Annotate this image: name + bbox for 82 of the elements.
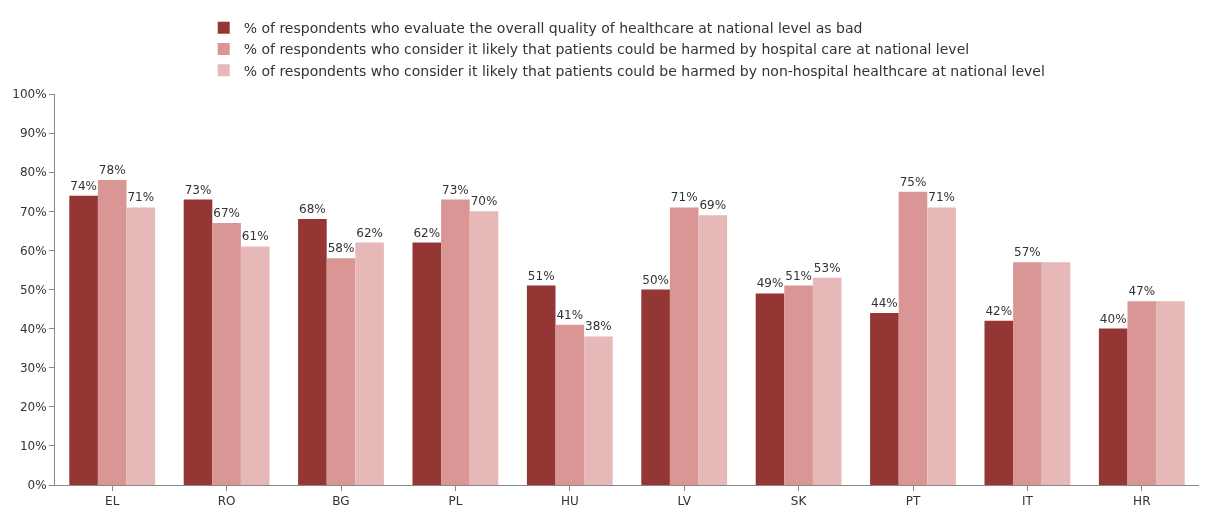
bar	[441, 199, 470, 485]
bar	[97, 180, 127, 485]
x-tick-label: PL	[448, 494, 463, 509]
bar	[555, 324, 585, 485]
bar	[469, 211, 499, 485]
bar	[641, 289, 670, 485]
bar	[898, 191, 928, 485]
legend-label: % of respondents who consider it likely that patients could be harmed by hospital care at national level	[243, 41, 970, 58]
y-tick-label: 0%	[27, 478, 47, 493]
x-tick-label: HR	[1133, 494, 1151, 509]
legend-label: % of respondents who consider it likely that patients could be harmed by non-hospital healthcare at national level	[243, 62, 1045, 79]
x-tick-label: SK	[790, 494, 808, 509]
bar	[212, 223, 241, 485]
bar	[927, 207, 956, 485]
data-label: 78%	[98, 163, 126, 178]
data-label: 62%	[356, 225, 383, 240]
data-label: 58%	[327, 241, 355, 256]
y-tick-label: 30%	[19, 360, 47, 375]
bar	[126, 207, 156, 485]
bar	[526, 285, 556, 485]
data-label: 74%	[70, 178, 97, 193]
data-label: 42%	[985, 303, 1013, 318]
data-label: 50%	[642, 272, 669, 287]
bar	[812, 277, 842, 485]
y-tick-label: 50%	[19, 282, 47, 297]
legend-label: % of respondents who evaluate the overall quality of healthcare at national level as bad	[243, 20, 863, 37]
y-tick-label: 80%	[19, 165, 47, 180]
bar	[298, 219, 327, 485]
data-label: 71%	[127, 190, 155, 205]
data-label: 71%	[670, 190, 698, 205]
data-label: 70%	[470, 194, 498, 209]
bar	[1041, 262, 1071, 485]
data-label: 40%	[1099, 311, 1127, 326]
data-label: 73%	[184, 182, 212, 197]
data-label: 73%	[442, 182, 469, 197]
data-label: 41%	[556, 307, 584, 322]
y-tick-label: 40%	[19, 321, 47, 336]
data-label: 53%	[813, 260, 841, 275]
y-tick-label: 10%	[19, 439, 47, 454]
data-label: 38%	[585, 319, 612, 334]
data-label: 51%	[785, 268, 812, 283]
y-tick-label: 70%	[19, 204, 47, 219]
bar	[1156, 301, 1185, 485]
bar	[698, 215, 728, 485]
x-tick-label: EL	[105, 494, 120, 509]
data-label: 69%	[699, 198, 727, 213]
x-tick-label: LV	[677, 494, 692, 509]
bar	[669, 207, 699, 485]
bar	[1013, 262, 1042, 485]
data-label: 75%	[899, 174, 927, 189]
bar	[355, 242, 384, 485]
y-tick-label: 100%	[12, 87, 47, 102]
bar	[1127, 301, 1157, 485]
data-label: 71%	[928, 190, 955, 205]
data-label: 44%	[871, 295, 898, 310]
data-label: 61%	[241, 229, 269, 244]
bar	[412, 242, 442, 485]
bar	[240, 246, 270, 485]
bar	[784, 285, 813, 485]
x-tick-label: PT	[905, 494, 921, 509]
data-label: 49%	[756, 276, 784, 291]
y-tick-label: 20%	[19, 400, 47, 414]
data-label: 68%	[299, 202, 326, 217]
y-tick-label: 60%	[19, 243, 47, 258]
bar	[755, 293, 785, 485]
bar	[69, 195, 98, 485]
bar	[183, 199, 213, 485]
bar	[326, 258, 356, 485]
x-tick-label: HU	[560, 494, 579, 509]
data-label: 47%	[1128, 284, 1156, 299]
x-tick-label: BG	[332, 494, 350, 509]
data-label: 67%	[213, 206, 240, 221]
bar	[870, 312, 899, 485]
data-label: 57%	[1014, 245, 1041, 260]
x-tick-label: IT	[1021, 494, 1034, 509]
x-tick-label: RO	[217, 494, 236, 509]
data-label: 51%	[527, 268, 555, 283]
bar	[984, 320, 1014, 485]
y-tick-label: 90%	[19, 126, 47, 141]
bar	[1098, 328, 1128, 485]
data-label: 62%	[413, 225, 441, 240]
bar	[584, 336, 613, 485]
